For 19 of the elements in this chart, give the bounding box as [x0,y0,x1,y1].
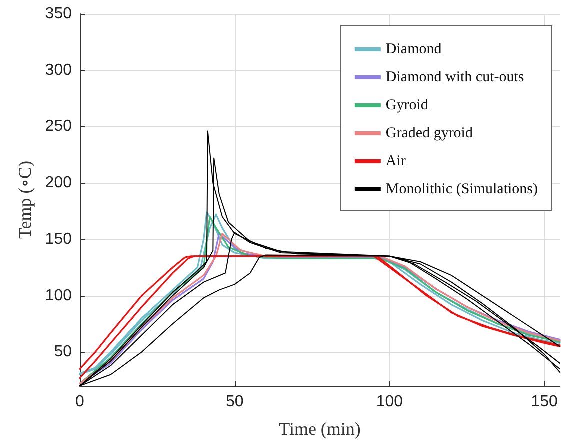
y-tick-label: 150 [45,230,72,248]
legend-label: Graded gyroid [386,126,474,142]
x-tick-label: 150 [531,394,558,410]
legend-label: Monolithic (Simulations) [386,182,538,198]
legend-label: Diamond with cut-outs [386,70,524,86]
x-tick-label: 0 [76,394,85,410]
legend-label: Air [386,154,406,170]
x-tick-label: 50 [226,394,244,410]
legend-label: Diamond [386,42,442,58]
x-tick-label: 100 [376,394,404,410]
x-axis-title: Time (min) [279,419,361,439]
y-tick-label: 250 [45,118,72,136]
y-tick-label: 50 [54,344,72,361]
y-tick-label: 200 [45,174,72,192]
y-tick-label: 300 [45,62,72,79]
y-tick-label: 350 [45,6,72,22]
legend-label: Gyroid [386,98,429,114]
y-tick-label: 100 [45,287,72,304]
y-axis-title: Temp (∘C) [15,160,35,240]
